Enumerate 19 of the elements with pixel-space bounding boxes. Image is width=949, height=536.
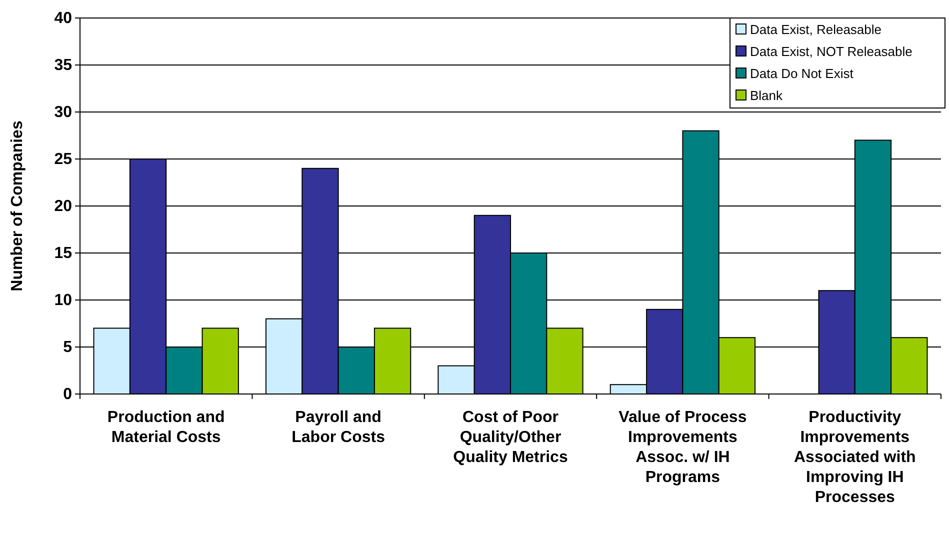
- y-tick-label: 25: [54, 151, 72, 168]
- y-tick-label: 35: [54, 57, 72, 74]
- x-tick-label: Value of Process Improvements Assoc. w/ IH Programs: [618, 409, 747, 486]
- legend-label: Data Exist, Releasable: [750, 22, 882, 37]
- x-tick-label: Cost of Poor Quality/Other Quality Metrics: [453, 409, 568, 466]
- y-tick-label: 5: [63, 339, 72, 356]
- x-tick-label: Payroll and Labor Costs: [292, 409, 386, 446]
- y-tick-label: 0: [63, 386, 72, 404]
- legend-label: Data Exist, NOT Releasable: [750, 44, 912, 59]
- y-tick-label: 20: [54, 198, 72, 216]
- y-tick-label: 10: [54, 292, 72, 310]
- x-tick-label: Production and Material Costs: [107, 409, 225, 446]
- legend-label: Blank: [750, 88, 784, 103]
- legend-label: Data Do Not Exist: [750, 66, 854, 81]
- y-axis-title: Number of Companies: [9, 120, 26, 292]
- y-tick-label: 40: [54, 10, 72, 28]
- y-tick-label: 15: [54, 245, 72, 262]
- y-tick-label: 30: [54, 104, 72, 122]
- x-tick-label: Productivity Improvements Associated with Improving IH Processes: [794, 409, 916, 506]
